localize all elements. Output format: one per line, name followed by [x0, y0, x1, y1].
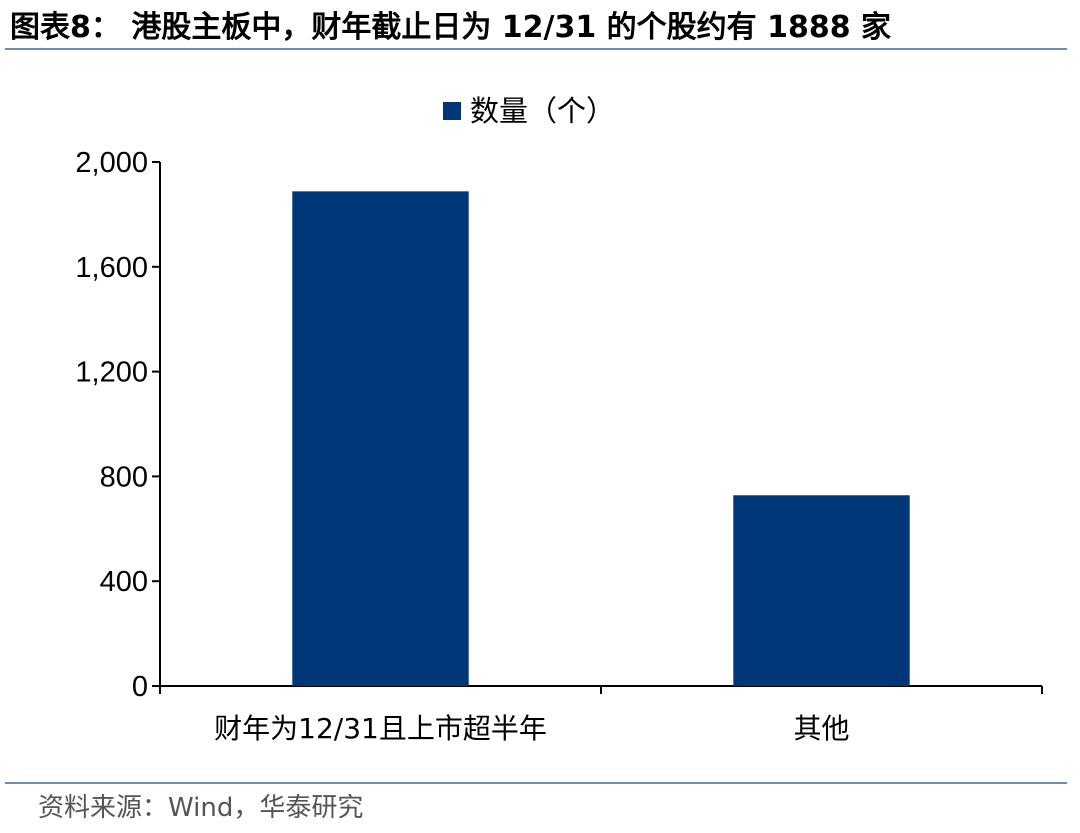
- y-axis: 0 400 800 1,200 1,600 2,000: [75, 147, 161, 703]
- footer-divider: [5, 782, 1067, 784]
- y-tick-label: 800: [100, 461, 148, 493]
- x-category-label: 财年为12/31且上市超半年: [214, 712, 547, 745]
- title-divider: [5, 48, 1067, 50]
- y-tick-label: 2,000: [75, 147, 148, 179]
- legend-label: 数量（个）: [470, 94, 615, 128]
- bar: [733, 495, 910, 686]
- figure-title: 图表8： 港股主板中，财年截止日为 12/31 的个股约有 1888 家: [10, 10, 892, 45]
- category-labels: 财年为12/31且上市超半年 其他: [214, 712, 849, 745]
- y-tick-label: 1,200: [75, 357, 148, 389]
- x-axis: [159, 685, 1043, 694]
- x-category-label: 其他: [793, 712, 849, 745]
- source-note: 资料来源：Wind，华泰研究: [38, 793, 364, 823]
- bars: [292, 191, 910, 686]
- y-tick-label: 1,600: [75, 252, 148, 284]
- legend-swatch: [443, 102, 461, 120]
- y-tick-label: 0: [132, 671, 148, 703]
- y-tick-label: 400: [100, 566, 148, 598]
- bar-chart: 数量（个） 0 400 800 1,200 1,600 2,000 财年为12/31且上市…: [75, 94, 1043, 745]
- chart-legend: 数量（个）: [443, 94, 615, 128]
- bar: [292, 191, 469, 686]
